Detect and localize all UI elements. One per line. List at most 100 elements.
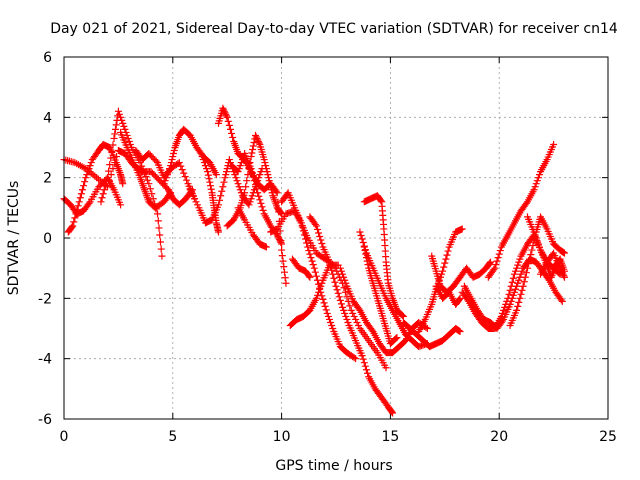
data-point bbox=[346, 302, 354, 310]
data-point bbox=[155, 224, 163, 232]
data-point bbox=[382, 364, 390, 372]
data-point bbox=[526, 255, 534, 263]
data-point bbox=[162, 174, 170, 182]
data-point bbox=[509, 291, 517, 299]
data-point bbox=[304, 243, 312, 251]
data-point bbox=[364, 261, 372, 269]
data-point bbox=[214, 228, 222, 236]
data-point bbox=[118, 116, 126, 124]
data-point bbox=[317, 236, 325, 244]
series-sat-u bbox=[360, 243, 401, 348]
data-point bbox=[226, 159, 234, 167]
data-point bbox=[352, 315, 360, 323]
y-tick-label: -4 bbox=[38, 352, 52, 368]
series-sat-l bbox=[223, 131, 286, 230]
data-point bbox=[248, 169, 256, 177]
x-tick-label: 15 bbox=[381, 429, 399, 445]
data-point bbox=[257, 168, 265, 176]
data-point bbox=[119, 119, 127, 127]
data-point bbox=[525, 260, 533, 268]
data-point bbox=[439, 267, 447, 275]
data-point bbox=[517, 290, 525, 298]
x-tick-label: 25 bbox=[599, 429, 617, 445]
data-point bbox=[258, 203, 266, 211]
data-point bbox=[73, 206, 81, 214]
data-point bbox=[124, 134, 132, 142]
data-point bbox=[362, 250, 370, 258]
plot-frame bbox=[63, 56, 609, 420]
data-point bbox=[560, 272, 568, 280]
data-point bbox=[332, 282, 340, 290]
data-point bbox=[170, 150, 178, 158]
data-point bbox=[532, 234, 540, 242]
data-point bbox=[157, 245, 165, 253]
data-point bbox=[389, 409, 397, 417]
data-point bbox=[255, 192, 263, 200]
data-point bbox=[84, 168, 92, 176]
data-point bbox=[528, 246, 536, 254]
data-point bbox=[398, 311, 406, 319]
data-point bbox=[522, 269, 530, 277]
data-point bbox=[318, 279, 326, 287]
data-point bbox=[506, 286, 514, 294]
series-sat-e bbox=[117, 128, 175, 212]
data-point bbox=[164, 168, 172, 176]
data-point bbox=[491, 264, 499, 272]
data-point bbox=[204, 171, 212, 179]
data-point bbox=[273, 231, 281, 239]
data-point bbox=[490, 266, 498, 274]
data-point bbox=[492, 261, 500, 269]
data-point bbox=[160, 180, 168, 188]
data-point bbox=[393, 334, 401, 342]
data-point bbox=[311, 220, 319, 228]
data-point bbox=[502, 300, 510, 308]
data-point bbox=[350, 354, 358, 362]
data-point bbox=[297, 219, 305, 227]
grid-lines bbox=[64, 57, 608, 419]
data-point bbox=[496, 247, 504, 255]
series-sat-y bbox=[428, 252, 494, 296]
data-point bbox=[312, 272, 320, 280]
data-point bbox=[277, 209, 285, 217]
data-point bbox=[234, 180, 242, 188]
data-point bbox=[495, 250, 503, 258]
data-point bbox=[529, 242, 537, 250]
x-tick-label: 0 bbox=[60, 429, 69, 445]
data-point bbox=[119, 180, 127, 188]
data-point bbox=[163, 171, 171, 179]
data-point bbox=[336, 264, 344, 272]
data-point bbox=[158, 252, 166, 260]
data-point bbox=[149, 195, 157, 203]
data-point bbox=[342, 279, 350, 287]
data-point bbox=[120, 122, 128, 130]
y-tick-label: 6 bbox=[43, 50, 52, 66]
data-point bbox=[458, 225, 466, 233]
data-point bbox=[107, 171, 115, 179]
data-point bbox=[237, 159, 245, 167]
data-point bbox=[220, 106, 228, 114]
data-point bbox=[358, 352, 366, 360]
data-point bbox=[161, 177, 169, 185]
data-point bbox=[243, 177, 251, 185]
data-point bbox=[80, 182, 88, 190]
data-point bbox=[275, 236, 283, 244]
data-point bbox=[265, 177, 273, 185]
data-point bbox=[222, 110, 230, 118]
data-point bbox=[534, 174, 542, 182]
data-point bbox=[263, 168, 271, 176]
data-point bbox=[167, 162, 175, 170]
data-point bbox=[356, 228, 364, 236]
data-point bbox=[114, 107, 122, 115]
data-point bbox=[154, 210, 162, 218]
data-point bbox=[83, 171, 91, 179]
data-point bbox=[503, 297, 511, 305]
data-point bbox=[167, 159, 175, 167]
data-point bbox=[341, 276, 349, 284]
series-sat-ad bbox=[506, 213, 568, 329]
data-point bbox=[278, 246, 286, 254]
data-point bbox=[560, 249, 568, 257]
series-sat-m bbox=[234, 204, 270, 251]
data-point bbox=[189, 192, 197, 200]
data-point bbox=[247, 195, 255, 203]
data-point bbox=[342, 312, 350, 320]
